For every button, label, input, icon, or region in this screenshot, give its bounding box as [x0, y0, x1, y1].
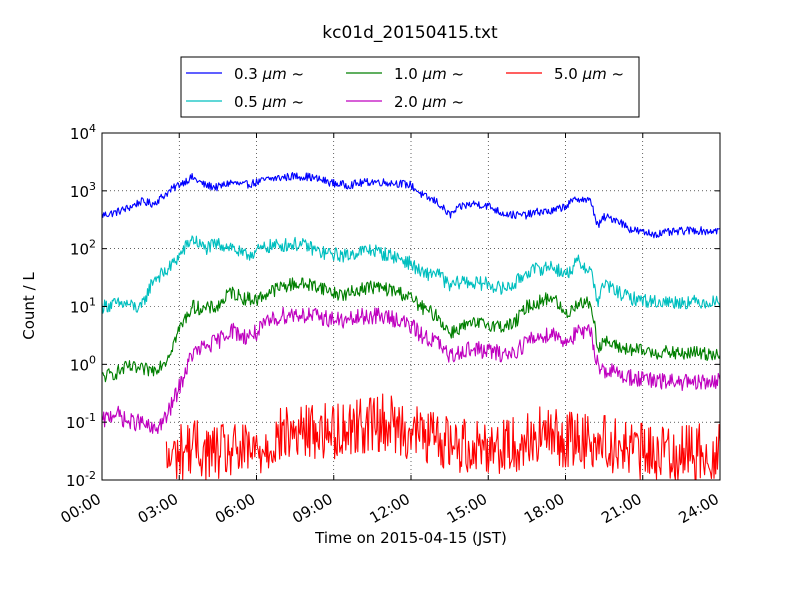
- y-tick-base: 10: [70, 183, 89, 201]
- legend-label-size: 1.0: [394, 65, 423, 83]
- legend-label-unit: μm: [422, 93, 447, 111]
- legend-label: 0.3 μm ~: [234, 65, 304, 83]
- y-tick-exponent: 1: [89, 296, 96, 309]
- legend-label-suffix: ~: [447, 93, 464, 111]
- legend-label-size: 5.0: [554, 65, 583, 83]
- y-tick-label: 102: [70, 238, 96, 259]
- y-tick-label: 103: [70, 180, 96, 201]
- y-tick-base: 10: [66, 414, 85, 432]
- y-tick-label: 10-2: [66, 469, 96, 490]
- y-tick-exponent: 4: [89, 122, 96, 135]
- y-axis-label: Count / L: [20, 272, 38, 340]
- legend-label: 5.0 μm ~: [554, 65, 624, 83]
- legend-label-suffix: ~: [447, 65, 464, 83]
- legend-label-unit: μm: [262, 93, 287, 111]
- legend-label-unit: μm: [262, 65, 287, 83]
- legend-label-unit: μm: [582, 65, 607, 83]
- legend-label-size: 0.3: [234, 65, 263, 83]
- legend-label-suffix: ~: [287, 93, 304, 111]
- legend-label-unit: μm: [422, 65, 447, 83]
- series-line-0-3um: [101, 172, 721, 239]
- chart-title: kc01d_20150415.txt: [322, 23, 498, 43]
- legend-label: 1.0 μm ~: [394, 65, 464, 83]
- series-line-0-5um: [101, 235, 721, 314]
- y-tick-label: 104: [70, 122, 96, 143]
- y-tick-base: 10: [70, 241, 89, 259]
- y-tick-label: 101: [70, 296, 96, 317]
- y-tick-exponent: -2: [85, 469, 96, 482]
- series-line-5-0um: [165, 393, 721, 481]
- series-line-1-0um: [101, 277, 721, 383]
- legend-label: 2.0 μm ~: [394, 93, 464, 111]
- y-tick-exponent: 2: [89, 238, 96, 251]
- y-tick-exponent: 0: [89, 353, 96, 366]
- legend-label-suffix: ~: [287, 65, 304, 83]
- legend-label-size: 0.5: [234, 93, 263, 111]
- x-axis-label: Time on 2015-04-15 (JST): [314, 529, 507, 547]
- series-line-2-0um: [101, 306, 721, 435]
- series-lines: [101, 172, 721, 481]
- y-tick-label: 100: [70, 353, 96, 374]
- legend-label: 0.5 μm ~: [234, 93, 304, 111]
- legend-label-size: 2.0: [394, 93, 423, 111]
- legend-label-suffix: ~: [607, 65, 624, 83]
- axis-ticks: [101, 132, 721, 481]
- legend-frame: [180, 56, 640, 118]
- grid: [102, 133, 720, 480]
- y-tick-base: 10: [70, 356, 89, 374]
- y-tick-base: 10: [70, 299, 89, 317]
- legend: 0.3 μm ~1.0 μm ~5.0 μm ~0.5 μm ~2.0 μm ~: [180, 56, 640, 118]
- y-tick-exponent: 3: [89, 180, 96, 193]
- y-tick-base: 10: [66, 472, 85, 490]
- y-tick-base: 10: [70, 125, 89, 143]
- y-tick-label: 10-1: [66, 411, 96, 432]
- plot-area: [101, 132, 721, 481]
- y-tick-exponent: -1: [85, 411, 96, 424]
